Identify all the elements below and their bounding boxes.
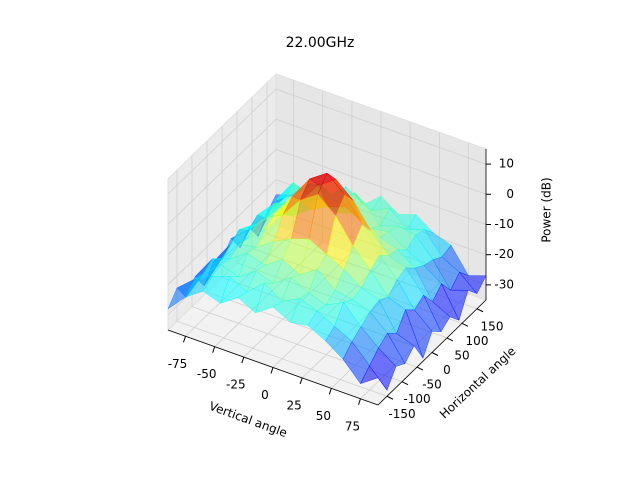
x-tick [299,377,303,385]
surface-patch [360,365,388,391]
z-axis-label: Power (dB) [540,177,554,242]
x-tick-label: -75 [168,357,188,371]
y-tick-label: -100 [403,392,430,406]
y-tick [446,337,454,342]
grid-line [167,149,277,255]
y-tick [461,322,469,327]
y-tick [401,381,409,386]
axis-line [377,299,487,406]
grid-line [176,320,388,397]
x-tick [270,367,274,374]
grid-line [275,88,487,165]
x-tick [328,388,332,395]
y-tick-label: -150 [388,407,415,421]
grid-line [275,149,487,225]
x-tick-label: 50 [316,409,331,423]
x-tick-label: 0 [261,388,269,402]
y-tick-label: 100 [466,334,489,348]
x-tick [212,346,216,353]
x-tick-label: -50 [197,367,217,381]
grid-line [275,118,487,195]
chart-title: 22.00GHz [286,35,355,51]
y-tick [476,308,484,313]
z-tick-label: -10 [494,217,514,231]
z-tick-label: -30 [494,277,514,291]
z-tick-label: 0 [506,187,514,201]
x-tick [358,398,361,405]
x-tick-label: 25 [287,398,302,412]
y-tick [416,366,424,371]
y-tick-label: 50 [454,348,469,362]
axis-line [167,329,379,406]
z-tick-label: -20 [494,247,514,261]
z-tick-label: 10 [499,157,514,171]
x-tick-label: -25 [226,378,246,392]
y-tick-label: -50 [422,378,442,392]
x-tick [241,356,245,364]
y-tick-label: 150 [481,319,504,333]
x-tick [183,336,186,343]
grid-line [167,88,277,195]
grid-line [167,179,277,285]
y-tick-label: 0 [443,363,451,377]
y-tick [386,395,394,400]
x-tick-label: 75 [345,419,360,433]
grid-line [167,119,277,225]
y-tick [431,352,439,356]
